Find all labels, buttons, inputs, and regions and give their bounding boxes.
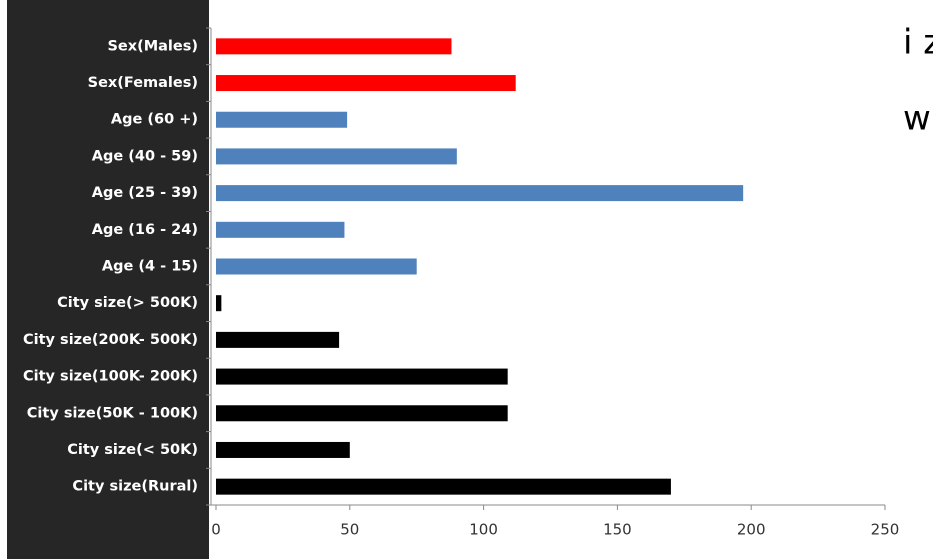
y-tick-label: City size(100K- 200K) — [23, 369, 198, 385]
bar — [216, 148, 457, 165]
x-tick-label: 150 — [603, 521, 632, 539]
bar — [216, 441, 350, 458]
y-tick-label: Age (16 - 24) — [92, 222, 198, 238]
y-tick-label: Sex(Males) — [107, 38, 198, 54]
y-tick-label: City size(< 50K) — [67, 442, 198, 458]
bar — [216, 405, 508, 422]
y-tick-label: Age (40 - 59) — [92, 148, 198, 164]
side-text: w — [903, 99, 931, 139]
bar — [216, 38, 452, 55]
y-tick-label: Sex(Females) — [88, 75, 198, 91]
x-tick-label: 250 — [871, 521, 900, 539]
y-tick-label: Age (4 - 15) — [102, 259, 198, 275]
y-tick-label: City size(50K - 100K) — [27, 405, 198, 421]
bar — [216, 258, 417, 275]
bar — [216, 295, 222, 312]
y-tick-label: City size(Rural) — [72, 479, 198, 495]
x-tick-label: 50 — [340, 521, 359, 539]
label-panel — [7, 0, 209, 559]
x-tick-label: 200 — [737, 521, 766, 539]
bar — [216, 331, 340, 348]
side-text: i z — [903, 23, 933, 63]
y-tick-label: Age (60 +) — [111, 112, 198, 128]
y-tick-label: City size(> 500K) — [57, 295, 198, 311]
bar — [216, 368, 508, 385]
y-tick-label: Age (25 - 39) — [92, 185, 198, 201]
bar — [216, 478, 671, 495]
bar — [216, 75, 516, 92]
bar — [216, 111, 348, 128]
x-tick-label: 100 — [469, 521, 498, 539]
y-tick-label: City size(200K- 500K) — [23, 332, 198, 348]
bar — [216, 221, 345, 238]
x-tick-label: 0 — [211, 521, 221, 539]
bar — [216, 185, 744, 202]
